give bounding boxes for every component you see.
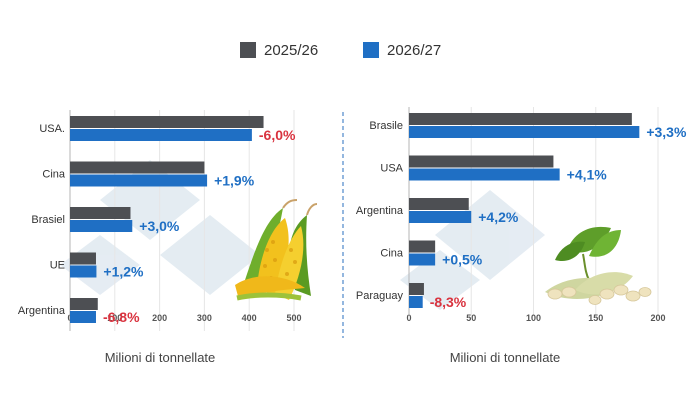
bar-2026-27 <box>70 311 96 323</box>
legend-swatch-2026-27 <box>363 42 379 58</box>
category-label: USA <box>380 163 403 175</box>
x-tick-label: 500 <box>286 313 301 323</box>
bar-2026-27 <box>409 253 436 266</box>
legend-swatch-2025-26 <box>240 42 256 58</box>
category-label: UE <box>50 260 65 272</box>
corn-icon <box>235 199 318 301</box>
change-label: -6,0% <box>259 127 296 143</box>
bar-2025-26 <box>70 252 96 265</box>
change-label: +1,9% <box>214 173 255 189</box>
bar-2026-27 <box>70 265 97 278</box>
bar-2025-26 <box>409 283 424 295</box>
category-label: Argentina <box>18 305 66 317</box>
change-label: +4,1% <box>567 167 608 183</box>
bar-2025-26 <box>70 207 131 219</box>
x-tick-label: 150 <box>588 313 603 323</box>
corn-xlabel: Milioni di tonnellate <box>104 350 216 365</box>
x-tick-label: 100 <box>526 313 541 323</box>
category-label: USA. <box>39 123 65 135</box>
change-label: +1,2% <box>103 264 144 280</box>
legend-item-2025-26: 2025/26 <box>240 38 318 62</box>
change-label: -8,3% <box>430 294 467 310</box>
bar-2025-26 <box>70 161 205 174</box>
bar-2026-27 <box>409 168 560 181</box>
category-label: Paraguay <box>356 290 404 302</box>
x-tick-label: 200 <box>152 313 167 323</box>
legend-label-2026-27: 2026/27 <box>387 41 442 59</box>
category-label: Cina <box>42 169 66 181</box>
bar-2026-27 <box>70 129 252 141</box>
bar-2025-26 <box>409 240 436 253</box>
change-label: +3,3% <box>646 124 687 140</box>
legend-item-2026-27: 2026/27 <box>363 38 441 62</box>
bar-2026-27 <box>409 211 472 223</box>
change-label: +0,5% <box>442 252 483 268</box>
soybean-chart: 0 50 100 150 200 Brasile +3,3% USA +4,1% Argentin… <box>356 107 687 323</box>
x-tick-label: 100 <box>107 313 122 323</box>
legend-label-2025-26: 2025/26 <box>264 41 319 59</box>
bar-2026-27 <box>409 126 640 138</box>
change-label: +4,2% <box>478 209 519 225</box>
category-label: Brasile <box>369 120 403 132</box>
category-label: Argentina <box>356 205 404 217</box>
bar-2025-26 <box>70 298 98 310</box>
bar-2025-26 <box>409 155 554 168</box>
legend: 2025/26 2026/27 <box>0 38 700 62</box>
soybean-icon <box>545 226 652 305</box>
corn-chart: 0100200300400500USA.-6,0%Cina+1,9%Brasie… <box>18 110 302 331</box>
x-tick-label: 200 <box>650 313 665 323</box>
soybean-xlabel: Milioni di tonnellate <box>449 350 561 365</box>
bar-2026-27 <box>70 220 133 232</box>
change-label: +3,0% <box>139 218 180 234</box>
x-tick-label: 300 <box>197 313 212 323</box>
x-tick-label: 0 <box>406 313 411 323</box>
change-label: -6,8% <box>103 309 140 325</box>
bar-2025-26 <box>409 198 469 210</box>
x-tick-label: 50 <box>466 313 476 323</box>
bar-2026-27 <box>70 174 208 187</box>
bar-2025-26 <box>70 116 264 128</box>
category-label: Cina <box>380 248 404 260</box>
category-label: Brasiel <box>31 214 65 226</box>
x-tick-label: 400 <box>242 313 257 323</box>
bar-2026-27 <box>409 296 423 308</box>
bar-2025-26 <box>409 113 632 125</box>
